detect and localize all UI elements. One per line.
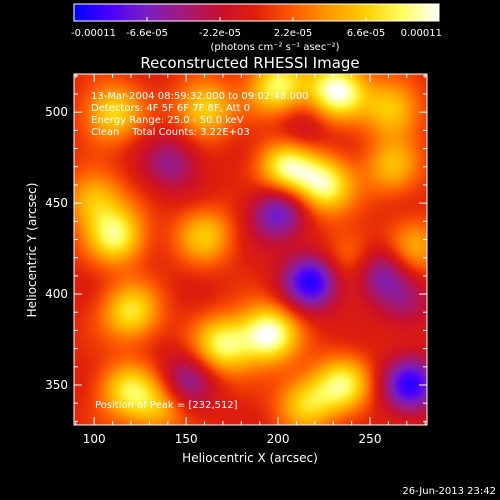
footer-timestamp: 26-Jun-2013 23:42 bbox=[402, 486, 496, 497]
colorbar-tick-label: -2.2e-05 bbox=[199, 28, 241, 39]
peak-position-label: Position of Peak = [232,512] bbox=[95, 400, 238, 411]
colorbar: -0.00011 -6.6e-05 -2.2e-05 2.2e-05 6.6e-05 0.… bbox=[71, 3, 442, 53]
annotation-total-counts: Clean Total Counts: 3.22E+03 bbox=[91, 127, 250, 138]
heatmap-image bbox=[74, 74, 427, 425]
annotation-detectors: Detectors: 4F 5F 6F 7F 8F, Att 0 bbox=[91, 103, 250, 114]
chart-title: Reconstructed RHESSI Image bbox=[140, 54, 359, 72]
plot-area: 100 150 200 250 350 400 450 500 bbox=[45, 73, 428, 446]
annotation-time-range: 13-Mar-2004 08:59:32.000 to 09:02:48.000 bbox=[91, 91, 309, 102]
y-tick-label: 400 bbox=[45, 287, 68, 301]
colorbar-frame bbox=[73, 3, 440, 22]
y-tick-label: 450 bbox=[45, 196, 68, 210]
x-axis-ticks: 100 150 200 250 bbox=[75, 74, 426, 446]
y-tick-label: 350 bbox=[45, 378, 68, 392]
x-tick-label: 150 bbox=[175, 432, 198, 446]
colorbar-tick-label: -0.00011 bbox=[71, 28, 116, 39]
colorbar-tick-label: 0.00011 bbox=[401, 28, 442, 39]
colorbar-strip bbox=[74, 4, 439, 21]
x-tick-label: 200 bbox=[267, 432, 290, 446]
colorbar-units-label: (photons cm⁻² s⁻¹ asec⁻²) bbox=[210, 42, 339, 53]
colorbar-ticks: -0.00011 -6.6e-05 -2.2e-05 2.2e-05 6.6e-05 0.… bbox=[71, 17, 442, 39]
y-axis-label: Heliocentric Y (arcsec) bbox=[25, 183, 39, 318]
plot-frame bbox=[73, 73, 428, 426]
x-axis-label: Heliocentric X (arcsec) bbox=[182, 451, 318, 465]
x-tick-label: 250 bbox=[359, 432, 382, 446]
annotation-block: 13-Mar-2004 08:59:32.000 to 09:02:48.000… bbox=[91, 91, 309, 138]
x-tick-label: 100 bbox=[83, 432, 106, 446]
colorbar-tick-label: 2.2e-05 bbox=[274, 28, 312, 39]
colorbar-tick-label: 6.6e-05 bbox=[347, 28, 385, 39]
y-tick-label: 500 bbox=[45, 105, 68, 119]
colorbar-tick-label: -6.6e-05 bbox=[126, 28, 168, 39]
annotation-energy-range: Energy Range: 25.0 - 50.0 keV bbox=[91, 115, 244, 126]
y-axis-ticks: 350 400 450 500 bbox=[45, 75, 427, 422]
